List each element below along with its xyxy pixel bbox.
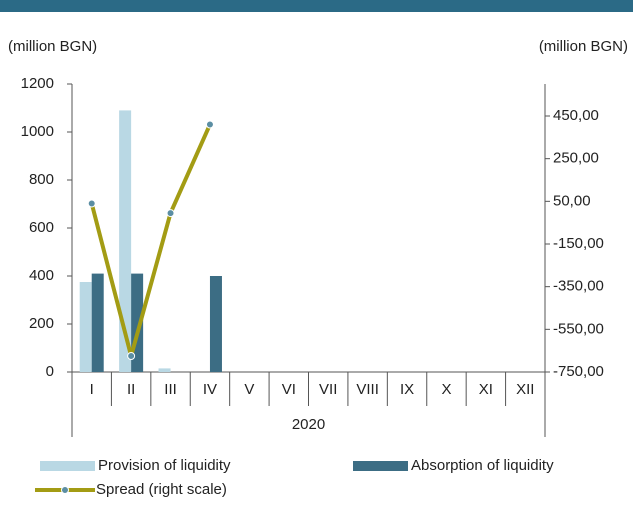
legend-label: Provision of liquidity [98,457,231,474]
x-tick-label: III [164,381,177,398]
bar [209,276,222,372]
y-tick-label: 200 [29,315,54,332]
y-axis-label: (million BGN) [8,38,97,55]
x-tick-label: VI [282,381,296,398]
x-tick-label: I [90,381,94,398]
y-tick-label: 400 [29,267,54,284]
line [89,123,212,358]
y-tick-label: 800 [29,171,54,188]
y2-tick-label: 250,00 [553,150,599,167]
y2-tick-label: 50,00 [553,192,591,209]
line-marker [127,352,136,360]
legend-label: Absorption of liquidity [411,457,554,474]
x-tick-label: VII [319,381,337,398]
bar [79,282,92,372]
header-band [0,0,633,12]
legend-swatch [40,461,95,471]
y-tick-label: 1200 [21,75,54,92]
y-tick-label: 600 [29,219,54,236]
x-tick-label: IX [400,381,414,398]
y2-tick-label: -150,00 [553,235,604,252]
y2-tick-label: 450,00 [553,107,599,124]
bar [119,110,132,373]
x-group-label: 2020 [292,416,325,433]
x-tick-label: XII [516,381,534,398]
x-tick-label: V [244,381,254,398]
x-tick-label: IV [203,381,217,398]
line-marker [205,120,214,129]
y2-tick-label: -550,00 [553,320,604,337]
x-tick-label: II [127,381,135,398]
legend-marker [61,486,69,494]
bar [158,368,171,372]
line-marker [87,199,96,208]
bar [91,273,104,372]
line-marker [166,209,175,218]
x-tick-label: VIII [356,381,379,398]
y2-axis-label: (million BGN) [539,38,628,55]
y-tick-label: 0 [46,363,54,380]
x-tick-label: XI [479,381,493,398]
y2-tick-label: -350,00 [553,278,604,295]
x-tick-label: X [441,381,451,398]
y-tick-label: 1000 [21,123,54,140]
legend-label: Spread (right scale) [96,481,227,498]
y2-tick-label: -750,00 [553,363,604,380]
legend-swatch [353,461,408,471]
